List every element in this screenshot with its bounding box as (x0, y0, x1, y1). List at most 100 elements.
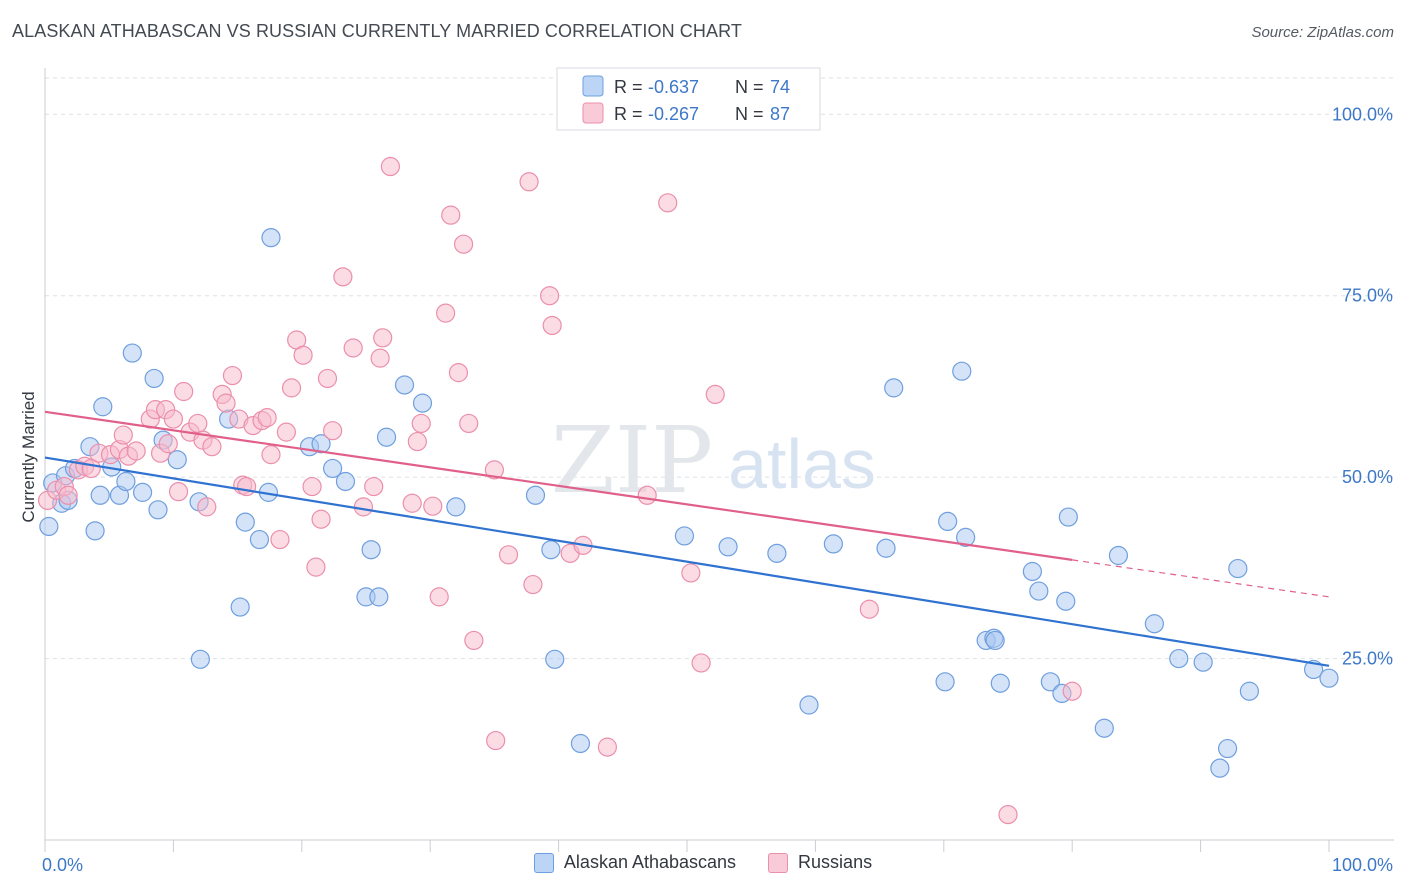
data-point (1056, 591, 1076, 611)
stats-legend: R = -0.637 N = 74 R = -0.267 N = 87 (556, 67, 821, 131)
stats-n-value-blue: 74 (770, 77, 790, 97)
legend-label-russians: Russians (798, 852, 873, 872)
data-point (90, 485, 110, 505)
tick-labels: 25.0% 50.0% 75.0% 100.0% 0.0% 100.0% (42, 104, 1393, 875)
y-tick-label: 50.0% (1342, 467, 1393, 487)
data-point (144, 368, 164, 389)
data-point (235, 512, 255, 532)
watermark: ZIP atlas (551, 407, 876, 514)
legend-swatch-blue (533, 852, 554, 873)
series-legend: Alaskan Athabascans Russians (0, 852, 1406, 873)
data-point (412, 393, 433, 413)
data-point (1029, 581, 1049, 601)
stats-n-label-pink: N = (735, 104, 769, 124)
data-point (93, 397, 113, 417)
data-point (58, 485, 78, 505)
data-point (884, 378, 904, 398)
data-point (441, 205, 461, 225)
data-point (261, 445, 281, 465)
grid-lines (45, 77, 1394, 660)
data-point (411, 413, 431, 434)
stats-r-label-blue: R = (614, 77, 648, 97)
stats-n-label-blue: N = (735, 77, 769, 97)
stats-legend-swatch-blue (582, 75, 604, 97)
data-point (1210, 758, 1230, 778)
trend-line-russians-extension (1072, 559, 1330, 598)
data-point (236, 476, 257, 497)
stats-r-value-blue: -0.637 (648, 77, 699, 97)
data-point (542, 315, 562, 336)
trend-lines (44, 410, 1330, 667)
data-point (333, 267, 353, 287)
data-point (163, 409, 183, 429)
data-point (429, 587, 449, 607)
stats-legend-swatch-pink (582, 102, 604, 124)
data-point (523, 574, 543, 595)
data-point (935, 672, 955, 692)
data-point (1217, 738, 1238, 759)
data-point (370, 348, 390, 368)
data-point (1239, 681, 1259, 701)
data-point (364, 476, 384, 497)
data-point (335, 471, 356, 492)
data-point (990, 673, 1010, 693)
data-point (85, 521, 105, 541)
data-point (823, 534, 843, 554)
legend-item-russians: Russians (768, 852, 872, 873)
legend-item-alaskan-athabascans: Alaskan Athabascans (533, 852, 736, 873)
data-point (270, 529, 290, 550)
data-point (126, 441, 146, 461)
y-tick-label: 75.0% (1342, 286, 1393, 306)
data-point (658, 193, 678, 213)
data-point (1094, 718, 1114, 738)
data-point (484, 460, 504, 480)
data-point (230, 597, 250, 617)
data-point (306, 557, 326, 577)
data-point (985, 630, 1005, 651)
data-point (541, 540, 561, 560)
data-point (705, 384, 725, 405)
data-point (323, 458, 343, 479)
stats-n-value-pink: 87 (770, 104, 790, 124)
trend-line-russians (44, 410, 1073, 561)
legend-swatch-pink (768, 852, 789, 873)
data-point (148, 500, 168, 520)
data-point (323, 421, 343, 441)
data-point (361, 540, 381, 560)
x-tick-label: 100.0% (1332, 855, 1393, 875)
data-point (116, 471, 136, 492)
data-point (1144, 614, 1164, 634)
data-point (545, 649, 565, 669)
data-point (202, 437, 222, 457)
data-point (597, 737, 617, 757)
data-point (446, 497, 466, 517)
data-point (1169, 648, 1189, 669)
data-point (376, 427, 397, 447)
data-point (519, 172, 539, 192)
data-point (540, 286, 560, 306)
data-point (767, 543, 787, 563)
data-point (132, 482, 153, 502)
data-point (691, 653, 711, 673)
data-point (311, 509, 331, 529)
data-point (167, 450, 187, 470)
data-point (1228, 558, 1248, 579)
data-point (1319, 668, 1339, 688)
data-point (1058, 507, 1078, 527)
data-point (859, 599, 879, 619)
data-point (1022, 561, 1042, 582)
series-russians-points (37, 156, 1082, 825)
data-point (174, 381, 194, 402)
source-note: Source: ZipAtlas.com (1251, 24, 1394, 41)
data-point (188, 413, 208, 434)
data-point (353, 497, 374, 517)
data-point (436, 303, 456, 323)
watermark-zip: ZIP (551, 407, 713, 514)
watermark-atlas: atlas (728, 425, 876, 503)
data-point (956, 527, 976, 547)
data-point (261, 228, 281, 248)
data-point (394, 375, 415, 395)
data-point (276, 422, 296, 442)
data-point (158, 434, 178, 454)
